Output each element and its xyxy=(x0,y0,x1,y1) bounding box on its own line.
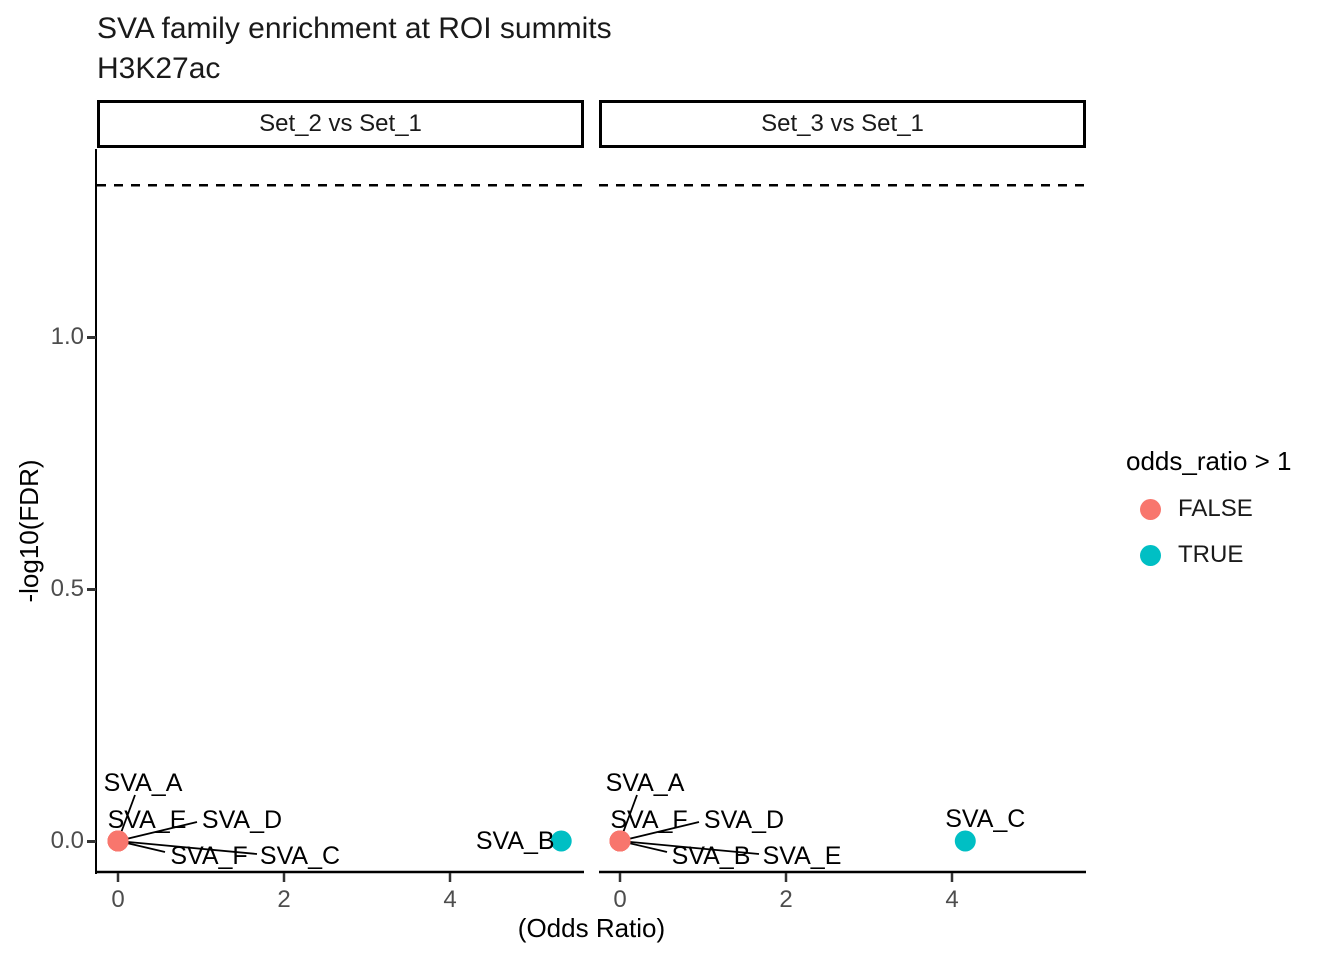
facet-strip-label: Set_3 vs Set_1 xyxy=(761,110,924,137)
x-tick-label: 4 xyxy=(945,886,958,913)
point-label-SVA_A: SVA_A xyxy=(104,769,183,797)
data-point-SVA_C xyxy=(954,830,976,852)
point-label-SVA_B: SVA_B xyxy=(672,842,751,870)
data-point-SVA_E xyxy=(609,830,631,852)
point-label-SVA_E: SVA_E xyxy=(763,842,842,870)
legend-dot-icon xyxy=(1140,498,1161,520)
legend-item-false: FALSE xyxy=(1140,494,1253,524)
panel-canvas: 0 2 4 SVA_A SVA_E SVA_D SVA_F SVA_C SVA_B xyxy=(97,184,584,913)
facet-strip: Set_2 vs Set_1 xyxy=(97,100,584,148)
point-label-SVA_E: SVA_E xyxy=(108,806,187,834)
legend-item-label: FALSE xyxy=(1178,495,1253,522)
label-segment xyxy=(117,821,198,842)
facet-strip-label: Set_2 vs Set_1 xyxy=(259,110,422,137)
label-segment xyxy=(117,840,258,855)
x-tick-label: 4 xyxy=(443,886,456,913)
x-tick-label: 0 xyxy=(111,886,124,913)
y-axis-line xyxy=(95,149,97,874)
legend-title: odds_ratio > 1 xyxy=(1126,446,1292,476)
y-tick-label: 0.0 xyxy=(50,827,84,854)
x-axis-title: (Odds Ratio) xyxy=(517,913,666,943)
y-tick-mark xyxy=(87,587,96,591)
plot-panel: 0 2 4 SVA_A SVA_F SVA_D SVA_B SVA_E SVA_C xyxy=(599,150,1086,913)
y-axis-title: -log10(FDR) xyxy=(14,459,44,603)
y-tick-mark xyxy=(87,335,96,339)
plot-title: SVA family enrichment at ROI summits xyxy=(97,12,612,45)
point-label-SVA_D: SVA_D xyxy=(704,806,784,834)
y-tick-label: 1.0 xyxy=(50,323,84,350)
label-segment xyxy=(619,840,760,855)
legend-item-true: TRUE xyxy=(1140,540,1243,570)
point-label-SVA_A: SVA_A xyxy=(606,769,685,797)
x-tick-label: 2 xyxy=(277,886,290,913)
x-tick-label: 2 xyxy=(779,886,792,913)
y-tick-mark xyxy=(87,839,96,843)
legend-dot-icon xyxy=(1140,544,1161,566)
point-label-SVA_C: SVA_C xyxy=(260,842,340,870)
point-label-SVA_F: SVA_F xyxy=(610,806,687,834)
point-label-SVA_C: SVA_C xyxy=(945,805,1025,833)
y-tick-label: 0.5 xyxy=(50,575,84,602)
point-label-SVA_D: SVA_D xyxy=(202,806,282,834)
legend-item-label: TRUE xyxy=(1178,541,1244,568)
plot-subtitle: H3K27ac xyxy=(97,52,221,85)
plot-panel: 0 2 4 SVA_A SVA_E SVA_D SVA_F SVA_C SVA_B xyxy=(97,150,584,913)
label-segment xyxy=(619,821,700,842)
facet-strip: Set_3 vs Set_1 xyxy=(599,100,1086,148)
panel-canvas: 0 2 4 SVA_A SVA_F SVA_D SVA_B SVA_E SVA_C xyxy=(599,184,1086,913)
data-point-SVA_C xyxy=(107,830,129,852)
x-tick-label: 0 xyxy=(613,886,626,913)
point-label-SVA_B: SVA_B xyxy=(476,827,555,855)
point-label-SVA_F: SVA_F xyxy=(170,842,247,870)
data-point-SVA_B xyxy=(550,830,572,852)
